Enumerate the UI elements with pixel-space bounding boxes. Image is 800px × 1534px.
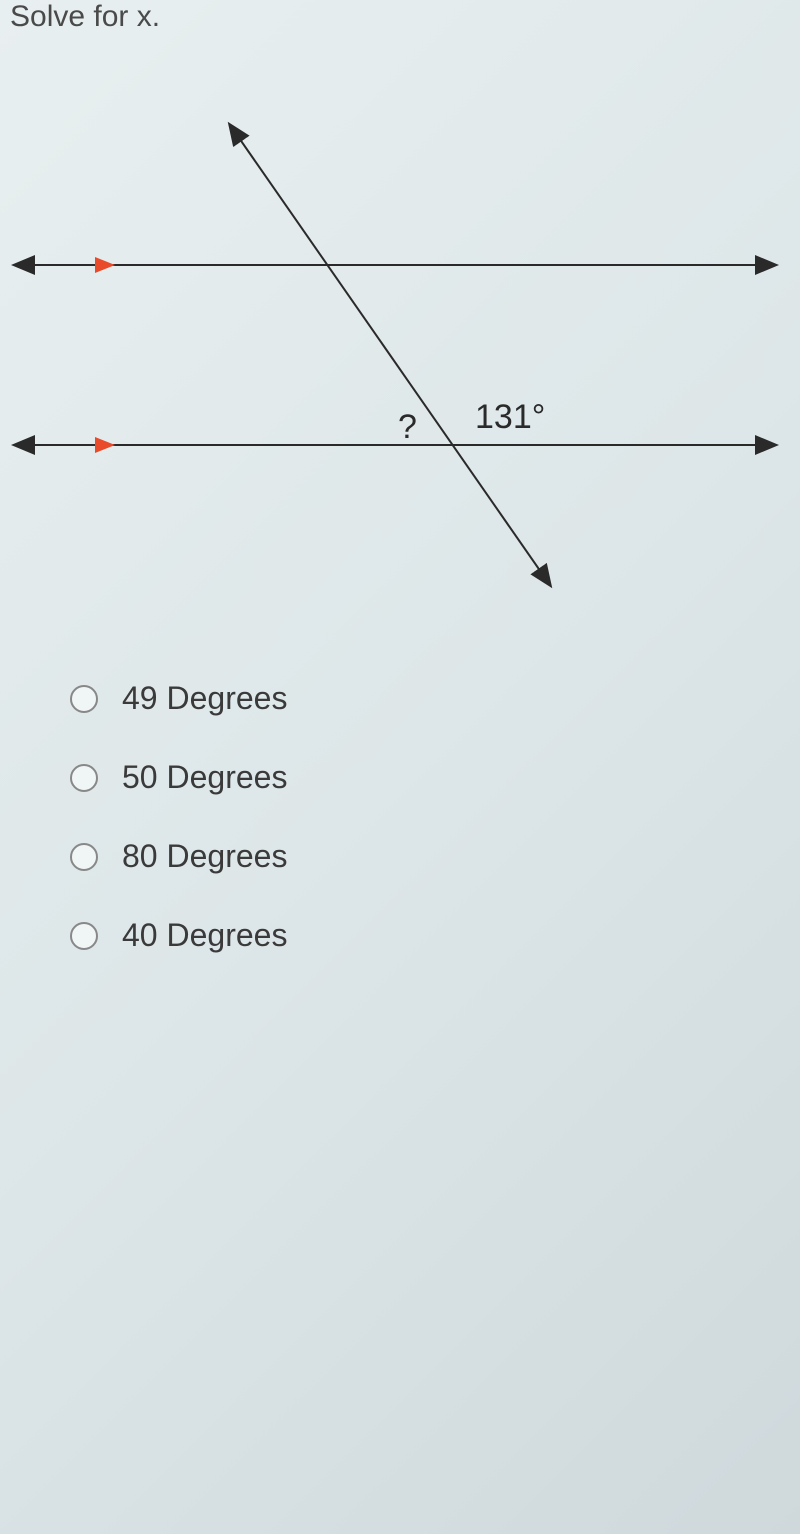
answer-option[interactable]: 80 Degrees	[70, 838, 287, 875]
option-label: 50 Degrees	[122, 759, 287, 796]
transversal-line	[230, 125, 550, 585]
radio-icon[interactable]	[70, 922, 98, 950]
option-label: 80 Degrees	[122, 838, 287, 875]
parallel-marker-icon	[95, 257, 115, 273]
angle-label: 131°	[475, 398, 545, 437]
radio-icon[interactable]	[70, 685, 98, 713]
diagram-svg	[0, 80, 800, 600]
answer-options-group: 49 Degrees 50 Degrees 80 Degrees 40 Degr…	[70, 680, 287, 996]
answer-option[interactable]: 49 Degrees	[70, 680, 287, 717]
answer-option[interactable]: 50 Degrees	[70, 759, 287, 796]
answer-option[interactable]: 40 Degrees	[70, 917, 287, 954]
radio-icon[interactable]	[70, 843, 98, 871]
parallel-marker-icon	[95, 437, 115, 453]
unknown-angle-marker: ?	[398, 408, 417, 447]
question-title: Solve for x.	[10, 0, 160, 34]
option-label: 40 Degrees	[122, 917, 287, 954]
radio-icon[interactable]	[70, 764, 98, 792]
option-label: 49 Degrees	[122, 680, 287, 717]
geometry-diagram: 131° ?	[0, 80, 800, 600]
